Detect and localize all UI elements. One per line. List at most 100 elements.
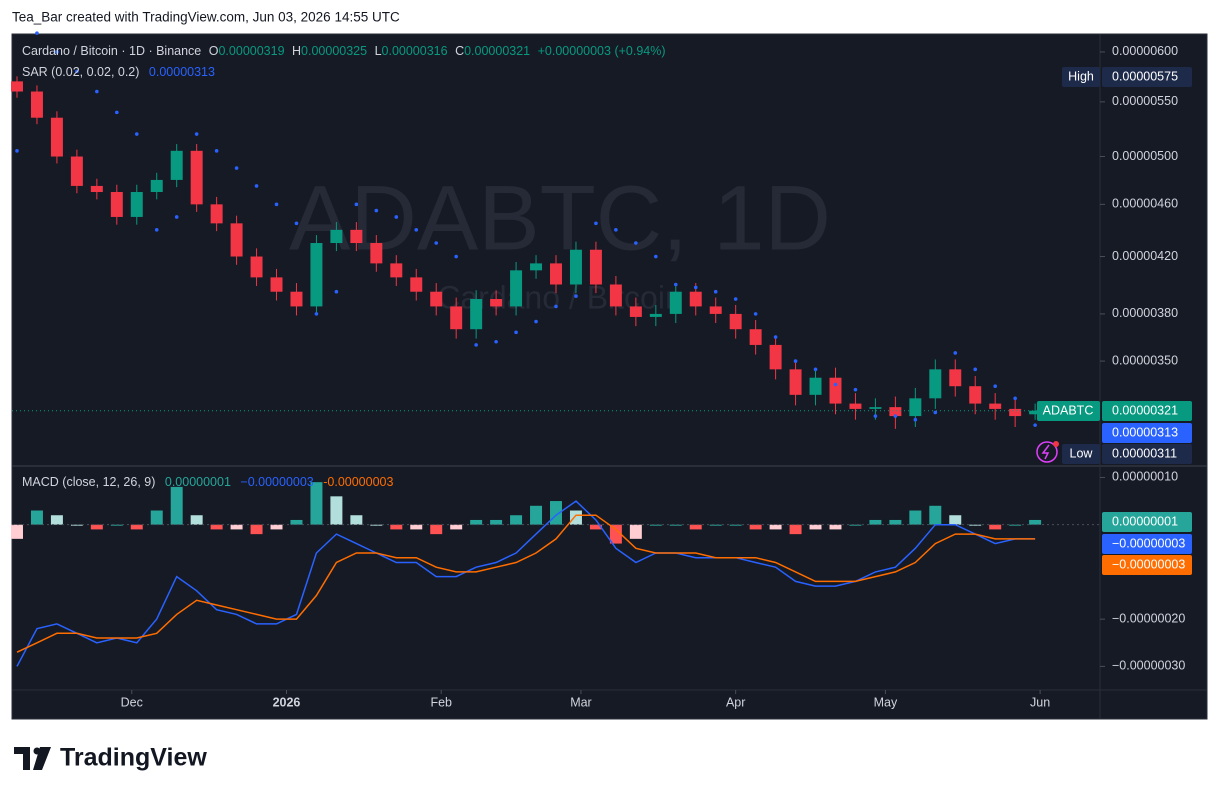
sar-dot: [95, 89, 99, 94]
macd-histogram-bar: [350, 515, 363, 525]
sar-value: 0.00000313: [149, 65, 215, 79]
macd-histogram-bar: [689, 524, 702, 530]
x-tick-label: Jun: [1030, 695, 1050, 709]
h-label: H: [292, 44, 301, 58]
candle-body: [210, 204, 223, 224]
candle-body: [689, 291, 702, 307]
candle-body: [989, 403, 1002, 409]
y-tick-label: 0.00000550: [1112, 94, 1178, 108]
sar-dot: [893, 414, 898, 418]
c-value: 0.00000321: [464, 44, 530, 58]
sar-dot: [1033, 423, 1037, 427]
sar-dot: [534, 319, 538, 324]
symbol-tag: ADABTC: [1043, 403, 1094, 417]
candle-body: [50, 117, 63, 157]
sar-dot: [174, 215, 179, 219]
macd-histogram-bar: [1009, 524, 1022, 526]
l-label: L: [375, 44, 382, 58]
candle-body: [70, 156, 83, 186]
sar-dot: [654, 254, 658, 259]
x-tick-label: Mar: [570, 695, 592, 709]
sar-dot: [693, 285, 698, 290]
sar-dot: [813, 367, 818, 372]
sar-dot: [873, 414, 878, 418]
tag-bg: [1062, 444, 1100, 464]
macd-histogram-bar: [809, 524, 822, 530]
sar-dot: [474, 343, 478, 347]
sar-dot: [234, 166, 239, 170]
candle-body: [250, 256, 263, 278]
candle-body: [390, 263, 403, 278]
axes: 0.00000600 0.00000550 0.00000500 0.00000460…: [121, 44, 1186, 709]
candle-body: [569, 249, 582, 285]
macd-histogram-bar: [170, 486, 183, 525]
macd-histogram-bar: [410, 524, 423, 530]
signal-line: [16, 514, 1036, 653]
candle-body: [430, 291, 443, 307]
low-value: 0.00000311: [1112, 446, 1177, 460]
candle-body: [490, 299, 503, 307]
sar-dot: [993, 384, 997, 389]
candle-body: [909, 398, 922, 417]
sar-dot: [514, 330, 518, 335]
symbol: Cardano / Bitcoin · 1D · Binance: [22, 44, 201, 58]
macd-histogram-bar: [150, 510, 163, 525]
candle-body: [669, 291, 682, 314]
candle-body: [310, 243, 323, 307]
macd-histogram-bar: [629, 524, 642, 539]
alert-icon[interactable]: [1036, 441, 1058, 463]
macd-histogram-bar: [1029, 519, 1042, 525]
sar-dot: [773, 335, 778, 339]
macd-histogram-bar: [669, 524, 682, 526]
candle-body: [929, 369, 942, 399]
macd-histogram-bar: [649, 524, 662, 526]
macd-histogram-bar: [510, 515, 523, 525]
macd-histogram-bar: [190, 515, 203, 525]
macd-legend: MACD (close, 12, 26, 9) 0.00000001 −0.00…: [22, 475, 393, 489]
sar-dot: [194, 132, 199, 136]
tag-bg: [1102, 534, 1192, 554]
macd-histogram-bar: [230, 524, 243, 530]
chart-frame: [11, 33, 1208, 720]
sar-dot: [434, 241, 439, 245]
sar-dot: [154, 228, 159, 232]
candle-body: [30, 91, 43, 118]
y-tick-label: 0.00000010: [1112, 470, 1178, 484]
last-price: 0.00000321: [1112, 403, 1178, 417]
tag-bg: [1102, 423, 1192, 443]
x-tick-label: Apr: [726, 695, 745, 709]
candle-body: [550, 263, 562, 285]
sar-dot: [713, 289, 718, 294]
tag-bg: [1037, 401, 1100, 421]
header: Tea_Bar created with TradingView.com, Ju…: [12, 10, 400, 25]
candle-body: [410, 277, 423, 292]
sar-dot: [414, 228, 419, 232]
macd-histogram-bar: [330, 496, 343, 525]
macd-histogram-bar: [110, 524, 123, 526]
candle-body: [649, 313, 662, 317]
tag-bg: [1102, 67, 1192, 87]
macd-histogram-bar: [709, 524, 722, 526]
macd-histogram-bar: [310, 482, 323, 525]
candle-body: [829, 377, 842, 404]
sar-dot: [793, 359, 798, 363]
candle-body: [130, 192, 143, 217]
candle-body: [1009, 408, 1022, 417]
plot: [11, 31, 1100, 667]
candle-body: [969, 386, 982, 404]
macd-hist-value: 0.00000001: [165, 475, 231, 489]
candle-body: [749, 329, 762, 345]
high-value: 0.00000575: [1112, 69, 1178, 83]
change: +0.00000003 (+0.94%): [538, 44, 666, 58]
x-tick-label: 2026: [273, 695, 301, 709]
sar-dot: [574, 294, 578, 298]
y-tick-label: −0.00000030: [1112, 659, 1185, 673]
macd-histogram-bar: [889, 519, 902, 525]
candle-body: [230, 223, 243, 257]
sar-legend: SAR (0.02, 0.02, 0.2) 0.00000313: [22, 65, 215, 79]
macd-signal-value: -0.00000003: [323, 475, 393, 489]
macd-histogram-bar: [290, 519, 303, 525]
h-value: 0.00000325: [301, 44, 367, 58]
